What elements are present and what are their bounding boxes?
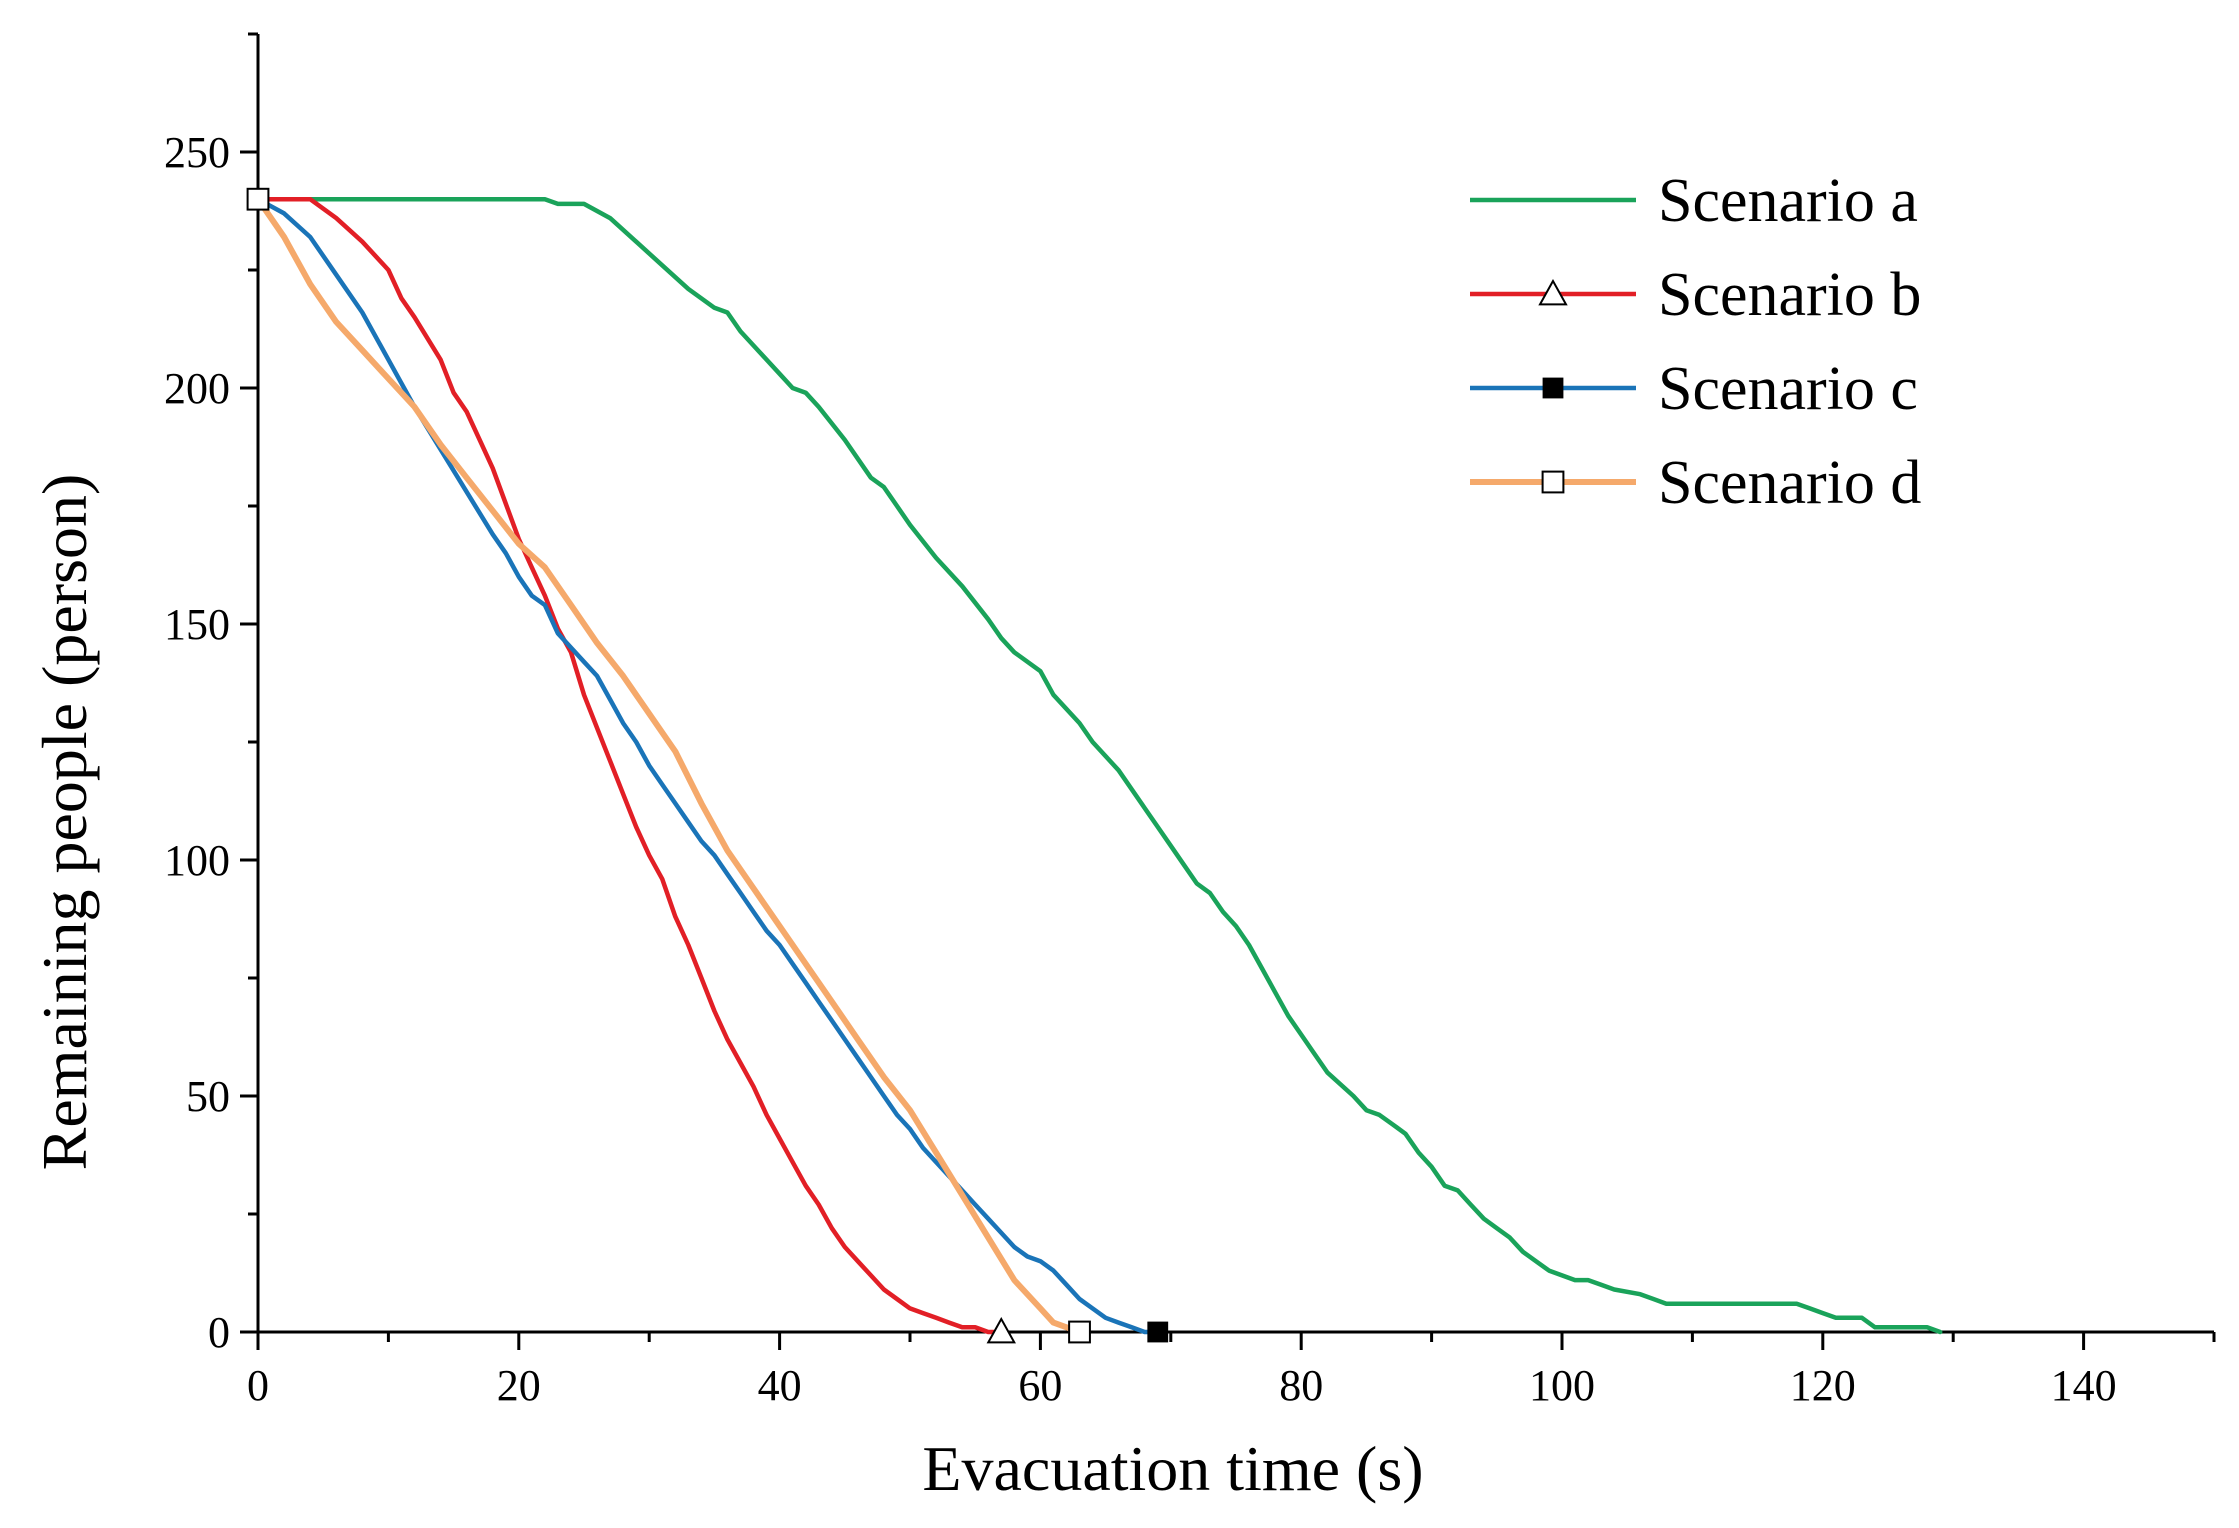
x-tick-label: 20	[497, 1361, 541, 1410]
x-tick-label: 80	[1279, 1361, 1323, 1410]
legend-label-4: Scenario d	[1658, 449, 1921, 517]
legend-marker-4	[1541, 470, 1565, 494]
series-end-marker-4	[1068, 1320, 1091, 1344]
legend-label-3: Scenario c	[1658, 355, 1918, 423]
legend-label-1: Scenario a	[1658, 167, 1918, 235]
x-axis-title: Evacuation time (s)	[922, 1433, 1423, 1504]
x-tick-label: 40	[758, 1361, 802, 1410]
legend-marker-3	[1542, 377, 1564, 399]
series-end-marker-2	[986, 1316, 1016, 1344]
y-tick-label: 100	[164, 836, 230, 885]
y-axis-title: Remaining people (person)	[29, 474, 100, 1171]
legend: Scenario a Scenario b Scenario c Scenario d	[1470, 167, 1921, 517]
x-tick-label: 100	[1529, 1361, 1595, 1410]
series-end-markers	[246, 187, 1169, 1344]
y-tick-label: 0	[208, 1308, 230, 1357]
series-start-marker-4	[246, 187, 270, 211]
x-tick-label: 60	[1018, 1361, 1062, 1410]
y-tick-label: 200	[164, 364, 230, 413]
series-line-1	[255, 196, 1943, 1335]
x-tick-label: 120	[1790, 1361, 1856, 1410]
legend-marker-2	[1538, 278, 1568, 306]
y-tick-label: 150	[164, 600, 230, 649]
legend-label-2: Scenario b	[1658, 261, 1921, 329]
x-tick-label: 140	[2051, 1361, 2117, 1410]
series-end-marker-3	[1147, 1321, 1169, 1343]
axis-ticks: 0 20 40 60 80 100 120 140 0 50 100 150 200 250	[164, 32, 2216, 1410]
series-line-4	[255, 196, 1083, 1335]
axes	[256, 34, 2214, 1334]
y-tick-label: 50	[186, 1072, 230, 1121]
series-lines	[255, 196, 1943, 1335]
x-tick-label: 0	[247, 1361, 269, 1410]
y-tick-label: 250	[164, 128, 230, 177]
series-line-3	[255, 196, 1161, 1335]
series-line-2	[255, 196, 1004, 1335]
